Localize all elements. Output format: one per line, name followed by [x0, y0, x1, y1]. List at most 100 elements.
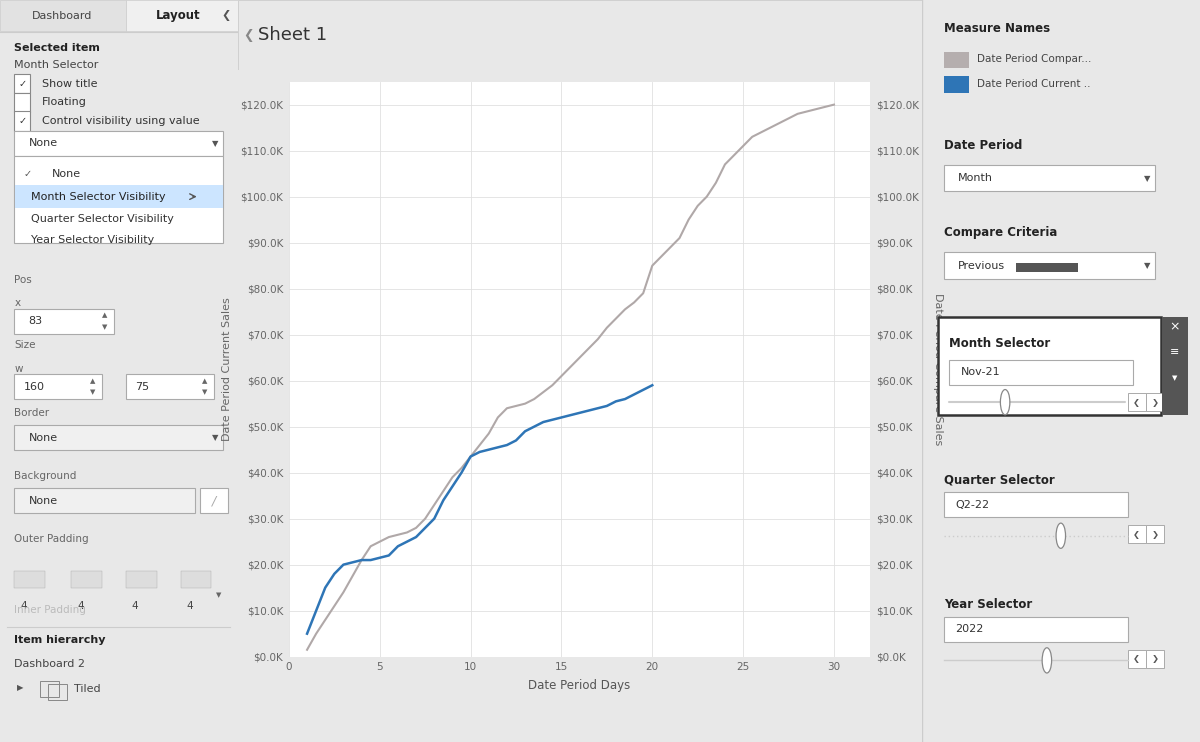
Bar	[949, 360, 1133, 385]
Text: ▼: ▼	[211, 139, 218, 148]
Text: ▲: ▲	[202, 378, 208, 384]
Text: Month Selector: Month Selector	[14, 60, 98, 70]
Text: Month Selector: Month Selector	[949, 337, 1051, 350]
Text: Compare Criteria: Compare Criteria	[944, 226, 1057, 240]
Bar	[1128, 650, 1146, 668]
Circle shape	[1001, 390, 1010, 415]
Text: ▼: ▼	[102, 324, 107, 330]
Bar	[14, 309, 114, 334]
Text: Tiled: Tiled	[73, 684, 101, 695]
Text: 83: 83	[29, 316, 43, 326]
Text: Dashboard 2: Dashboard 2	[14, 659, 85, 669]
Bar	[199, 488, 228, 513]
Text: ≡: ≡	[1170, 347, 1180, 357]
Text: Year Selector Visibility: Year Selector Visibility	[31, 234, 154, 245]
Bar	[126, 0, 238, 31]
Bar	[1128, 525, 1146, 543]
Text: Background: Background	[14, 471, 77, 482]
Text: Sheet 1: Sheet 1	[258, 26, 328, 45]
Text: 4: 4	[132, 601, 138, 611]
Text: ▼: ▼	[211, 433, 218, 442]
Text: ▼: ▼	[202, 390, 208, 395]
Bar	[41, 681, 60, 697]
Bar	[126, 374, 214, 399]
Bar	[944, 165, 1156, 191]
Text: ×: ×	[1170, 321, 1180, 334]
Circle shape	[1056, 523, 1066, 548]
Text: ❮: ❮	[244, 29, 253, 42]
Text: ❯: ❯	[1152, 398, 1159, 407]
Bar	[14, 488, 194, 513]
Bar	[71, 571, 102, 588]
Text: Dashboard: Dashboard	[31, 10, 92, 21]
Bar	[938, 317, 1162, 415]
Text: ❮: ❮	[221, 10, 230, 21]
Bar	[14, 571, 46, 588]
Text: ✓: ✓	[24, 169, 32, 180]
Bar	[944, 492, 1128, 517]
Bar	[14, 74, 30, 93]
Text: ▼: ▼	[1144, 174, 1151, 183]
Text: ✓: ✓	[18, 116, 26, 126]
Bar	[14, 425, 223, 450]
Text: Month Selector Visibility: Month Selector Visibility	[31, 191, 166, 202]
Text: ▼: ▼	[1144, 261, 1151, 270]
Circle shape	[1042, 648, 1051, 673]
Text: x: x	[14, 298, 20, 309]
Bar	[14, 111, 30, 131]
Bar	[944, 52, 968, 68]
Text: Item hierarchy: Item hierarchy	[14, 634, 106, 645]
Text: ❯: ❯	[1152, 530, 1159, 539]
Text: ▼: ▼	[216, 592, 221, 598]
Y-axis label: Date Period Compare Sales: Date Period Compare Sales	[932, 293, 943, 445]
Text: None: None	[29, 496, 58, 506]
Text: Measure Names: Measure Names	[944, 22, 1050, 35]
Text: 4: 4	[186, 601, 193, 611]
Bar	[126, 571, 157, 588]
Text: Pos: Pos	[14, 275, 32, 285]
Text: Date Period: Date Period	[944, 139, 1022, 152]
Text: Size: Size	[14, 340, 36, 350]
Text: 75: 75	[136, 381, 150, 392]
Bar	[944, 76, 968, 93]
Bar	[48, 684, 66, 700]
Text: /: /	[211, 494, 216, 508]
Text: ❮: ❮	[1133, 530, 1140, 539]
Text: Outer Padding: Outer Padding	[14, 534, 89, 545]
Text: 4: 4	[77, 601, 84, 611]
Bar	[1146, 525, 1164, 543]
Bar	[14, 374, 102, 399]
Bar	[14, 156, 223, 243]
Text: Month: Month	[958, 173, 992, 183]
Text: ✓: ✓	[18, 79, 26, 89]
Text: ▼: ▼	[90, 390, 95, 395]
Bar	[1128, 393, 1146, 411]
Text: Q2-22: Q2-22	[955, 499, 989, 510]
Bar	[1162, 317, 1188, 415]
Text: 4: 4	[20, 601, 26, 611]
Text: w: w	[14, 364, 23, 374]
Text: ❮: ❮	[1133, 654, 1140, 663]
Bar	[0, 0, 126, 31]
Text: Show title: Show title	[42, 79, 97, 89]
Bar	[944, 617, 1128, 642]
Bar	[944, 252, 1156, 279]
Bar	[1146, 393, 1164, 411]
Text: Floating: Floating	[42, 97, 86, 108]
Bar	[1016, 263, 1078, 272]
Bar	[14, 186, 223, 208]
Text: Nov-21: Nov-21	[960, 367, 1001, 378]
Text: ▲: ▲	[102, 312, 107, 318]
Text: ▼: ▼	[1172, 375, 1177, 381]
Text: Layout: Layout	[156, 9, 200, 22]
Text: 2022: 2022	[955, 624, 983, 634]
Text: ❮: ❮	[1133, 398, 1140, 407]
Bar	[180, 571, 211, 588]
Bar	[14, 93, 30, 112]
Text: Quarter Selector: Quarter Selector	[944, 473, 1055, 487]
Text: Previous: Previous	[958, 260, 1004, 271]
Bar	[1146, 650, 1164, 668]
Text: None: None	[53, 169, 82, 180]
Text: Control visibility using value: Control visibility using value	[42, 116, 199, 126]
Text: Quarter Selector Visibility: Quarter Selector Visibility	[31, 214, 174, 224]
